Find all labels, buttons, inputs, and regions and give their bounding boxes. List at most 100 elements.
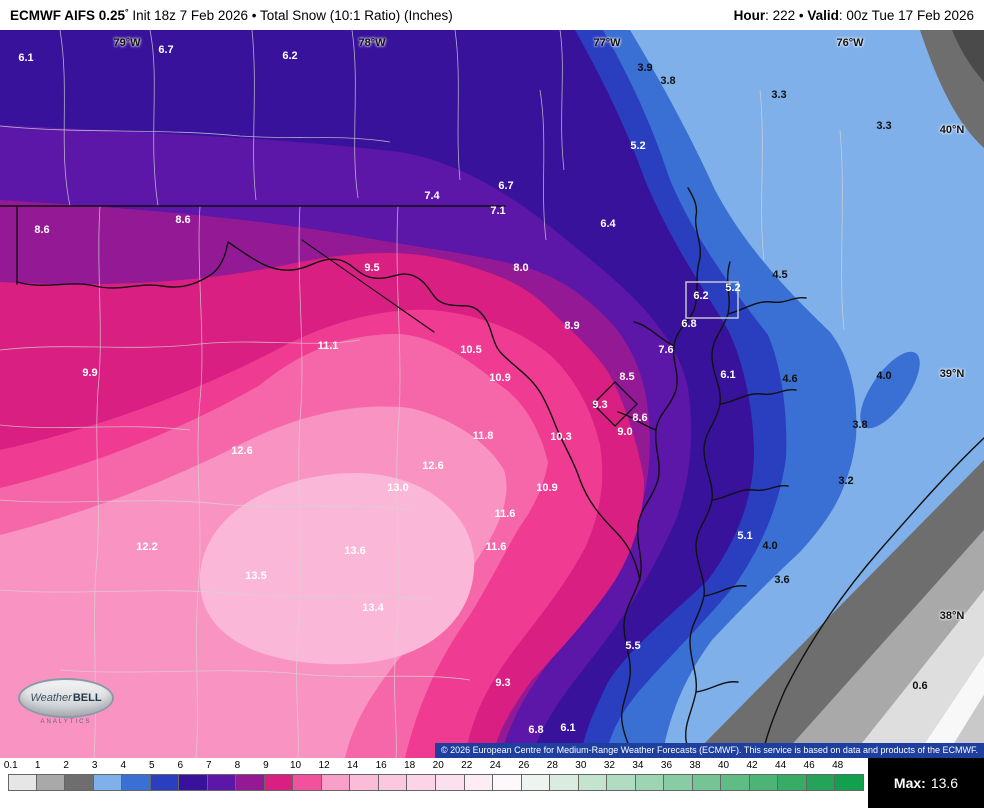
colorbar-tick: 10 [289,760,302,771]
colorbar-tick: 6 [177,760,184,771]
colorbar-tick: 22 [461,760,473,771]
colorbar-cell: 20 [433,760,465,791]
colorbar-swatch [407,774,436,791]
snow-contour-svg [0,30,984,758]
colorbar-swatch [607,774,636,791]
colorbar-tick: 48 [832,760,844,771]
colorbar-cell: 5 [149,760,180,791]
colorbar-tick: 5 [148,760,155,771]
potomac-river [227,241,641,581]
colorbar-tick: 44 [775,760,787,771]
colorbar-swatch [664,774,693,791]
colorbar-cell: 14 [347,760,379,791]
colorbar-cell: 26 [518,760,551,791]
colorbar-cell: 7 [206,760,237,791]
colorbar-swatch [578,774,608,791]
colorbar-cell: 28 [547,760,579,791]
colorbar-tick: 42 [746,760,758,771]
colorbar-cell: 9 [263,760,294,791]
map-title: ECMWF AIFS 0.25° Init 18z 7 Feb 2026 • T… [10,6,453,23]
colorbar-swatch [36,774,66,791]
bay-east-shore [684,261,731,758]
colorbar-swatch [150,774,180,791]
colorbar-swatch [749,774,779,791]
colorbar-cell: 22 [461,760,494,791]
colorbar-tick: 30 [575,760,587,771]
colorbar-cell: 24 [490,760,522,791]
colorbar-cell: 48 [832,760,864,791]
coastal-blue-streak [860,351,920,429]
colorbar-swatch [721,774,750,791]
colorbar-cell: 34 [632,760,665,791]
colorbar-tick: 36 [660,760,673,771]
colorbar-tick: 38 [689,760,701,771]
band-13-max [199,473,475,665]
eastern-river-5 [695,681,739,693]
colorbar-cell: 1 [35,760,66,791]
valid-value: : 00z Tue 17 Feb 2026 [838,7,974,23]
colorbar-swatch [65,774,94,791]
colorbar-swatch [493,774,522,791]
colorbar-cell: 6 [178,760,208,791]
max-value: 13.6 [930,775,959,791]
colorbar-cell: 32 [604,760,636,791]
logo-brand-bell: BELL [72,692,102,704]
county-lines [0,30,845,758]
colorbar-tick: 28 [546,760,558,771]
model-name: ECMWF AIFS 0.25 [10,7,126,23]
colorbar-cell: 8 [235,760,265,791]
legend-bar: 0.1 1 2 3 4 5 6 7 8 9 10 12 14 16 18 20 22 24 26 28 30 32 34 36… [0,758,984,808]
colorbar-cell: 10 [290,760,322,791]
colorbar-cell: 42 [746,760,779,791]
colorbar-swatch [179,774,208,791]
colorbar-tick: 20 [432,760,444,771]
colorbar-tick: 32 [603,760,615,771]
colorbar-tick: 18 [404,760,416,771]
colorbar-cell: 2 [63,760,94,791]
colorbar-cell: 12 [319,760,351,791]
colorbar-cell: 18 [404,760,436,791]
colorbar-cell: 0.1 [4,760,37,791]
border-diagonal [301,239,435,333]
colorbar-tick: 26 [518,760,530,771]
colorbar-tick: 14 [347,760,359,771]
colorbar-tick: 0.1 [3,760,18,771]
degree-symbol: ° [125,6,129,17]
header-bar: ECMWF AIFS 0.25° Init 18z 7 Feb 2026 • T… [0,0,984,30]
colorbar-swatch [264,774,294,791]
colorbar-swatch [692,774,722,791]
colorbar-swatch [806,774,836,791]
colorbar-swatch [207,774,237,791]
colorbar-swatch [350,774,379,791]
patuxent-river [617,411,657,431]
colorbar-swatch [435,774,465,791]
colorbar-swatch [550,774,579,791]
colorbar-cell: 3 [92,760,123,791]
colorbar: 0.1 1 2 3 4 5 6 7 8 9 10 12 14 16 18 20 22 24 26 28 30 32 34 36… [4,760,864,791]
bay-west-shore [620,257,701,758]
hour-label: Hour [733,7,766,23]
colorbar-swatch [236,774,265,791]
colorbar-swatch [464,774,494,791]
colorbar-cell: 46 [804,760,836,791]
colorbar-swatch [521,774,551,791]
colorbar-cell: 36 [661,760,693,791]
copyright-strip: © 2026 European Centre for Medium-Range … [434,743,984,758]
colorbar-tick: 1 [34,760,41,771]
init-and-parameter: Init 18z 7 Feb 2026 • Total Snow (10:1 R… [128,7,453,23]
colorbar-swatch [122,774,151,791]
colorbar-swatch [93,774,123,791]
potomac-upper [16,241,229,289]
hour-value: : 222 • [765,7,808,23]
eastern-river-3 [711,484,789,501]
valid-label: Valid [807,7,839,23]
susquehanna-river [687,187,702,259]
severn-river [633,321,675,347]
colorbar-swatch [835,774,864,791]
max-value-box: Max: 13.6 [868,758,984,808]
snow-contour-bands [0,30,920,758]
colorbar-swatch [8,774,37,791]
eastern-river-2 [719,388,797,405]
colorbar-cell: 44 [775,760,807,791]
